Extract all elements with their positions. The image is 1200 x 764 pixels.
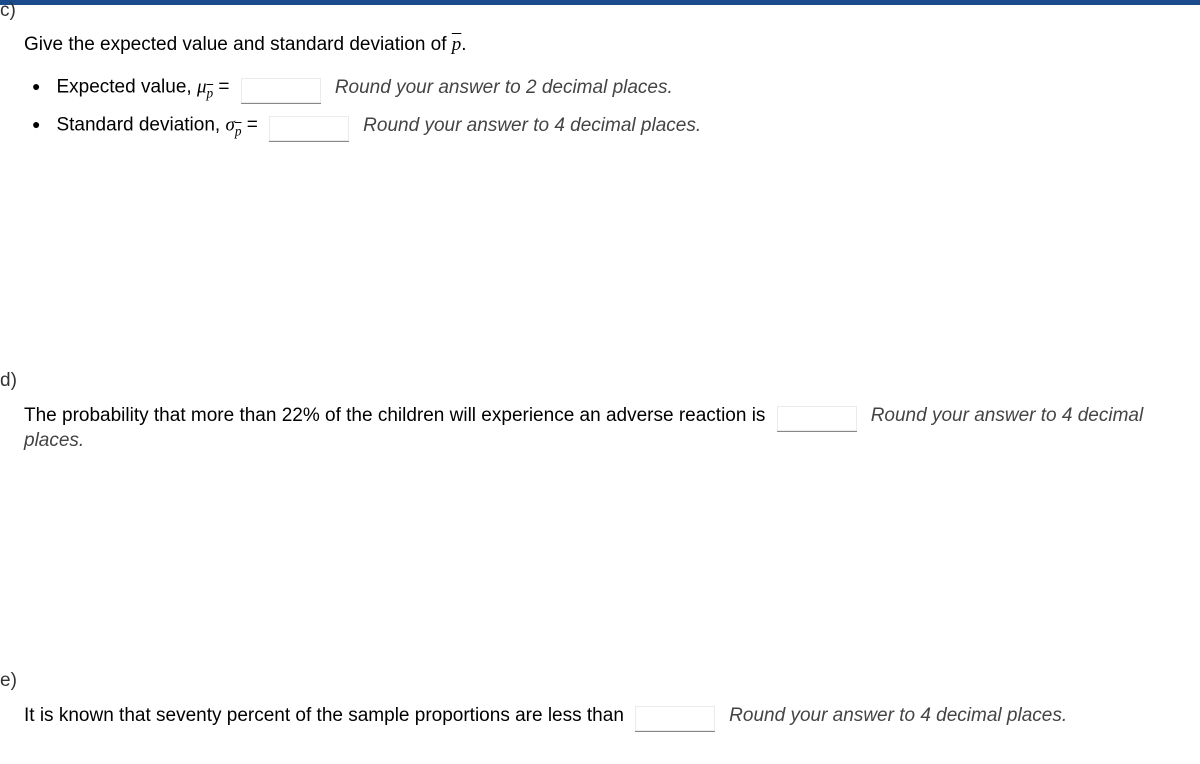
question-d-container: The probability that more than 22% of th… bbox=[0, 404, 1200, 452]
probability-input[interactable] bbox=[777, 406, 857, 432]
std-dev-row: Standard deviation, σp = Round your answ… bbox=[56, 114, 701, 140]
proportion-input[interactable] bbox=[635, 706, 715, 732]
bullet-list-c: ● Expected value, μp = Round your answer… bbox=[24, 76, 1200, 140]
question-d-row: The probability that more than 22% of th… bbox=[24, 405, 1143, 452]
sigma-sub: p bbox=[235, 123, 242, 138]
expected-value-item: ● Expected value, μp = Round your answer… bbox=[32, 76, 1200, 102]
std-dev-input[interactable] bbox=[269, 116, 349, 142]
part-label-e: e) bbox=[0, 670, 1200, 692]
prompt-prefix: Give the expected value and standard dev… bbox=[24, 34, 452, 55]
prompt-suffix: . bbox=[461, 34, 466, 55]
equals-1: = bbox=[213, 77, 235, 98]
part-label-d: d) bbox=[0, 370, 1200, 392]
sigma-symbol: σ bbox=[225, 115, 234, 136]
mu-symbol: μ bbox=[197, 77, 207, 98]
e-hint: Round your answer to 4 decimal places. bbox=[729, 705, 1067, 726]
question-c-container: Give the expected value and standard dev… bbox=[0, 34, 1200, 140]
d-text-before: The probability that more than bbox=[24, 405, 282, 426]
bullet-icon: ● bbox=[32, 78, 40, 94]
std-dev-hint: Round your answer to 4 decimal places. bbox=[363, 115, 701, 136]
expected-value-label: Expected value, bbox=[56, 77, 196, 98]
question-c-prompt: Give the expected value and standard dev… bbox=[24, 34, 1200, 56]
d-text-after: of the children will experience an adver… bbox=[320, 405, 771, 426]
part-label-c: c) bbox=[0, 0, 1200, 22]
std-dev-label: Standard deviation, bbox=[56, 115, 225, 136]
section-d: d) The probability that more than 22% of… bbox=[0, 370, 1200, 452]
d-percent: 22% bbox=[282, 405, 320, 426]
std-dev-item: ● Standard deviation, σp = Round your an… bbox=[32, 114, 1200, 140]
content-root: c) Give the expected value and standard … bbox=[0, 0, 1200, 8]
question-e-row: It is known that seventy percent of the … bbox=[24, 705, 1067, 726]
expected-value-input[interactable] bbox=[241, 78, 321, 104]
equals-2: = bbox=[242, 115, 264, 136]
section-e: e) It is known that seventy percent of t… bbox=[0, 670, 1200, 730]
bullet-icon: ● bbox=[32, 116, 40, 132]
section-c: c) Give the expected value and standard … bbox=[0, 0, 1200, 152]
e-text: It is known that seventy percent of the … bbox=[24, 705, 629, 726]
prompt-symbol-pbar: p bbox=[452, 34, 462, 55]
expected-value-hint: Round your answer to 2 decimal places. bbox=[335, 77, 673, 98]
question-e-container: It is known that seventy percent of the … bbox=[0, 704, 1200, 730]
expected-value-row: Expected value, μp = Round your answer t… bbox=[56, 76, 672, 102]
